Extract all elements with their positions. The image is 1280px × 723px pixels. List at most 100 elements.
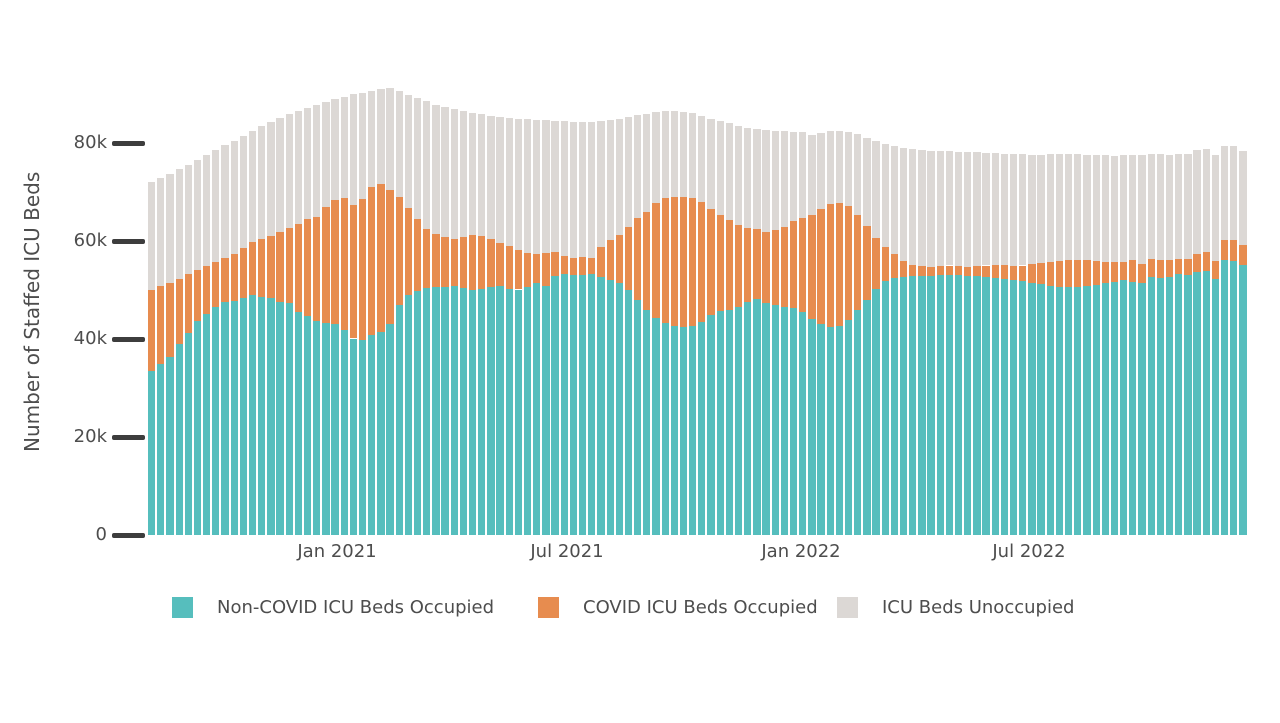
legend-label-unoccupied: ICU Beds Unoccupied bbox=[882, 597, 1075, 618]
bar-segment-unoccupied bbox=[441, 107, 449, 237]
bar-segment-non-covid bbox=[780, 306, 789, 535]
bar-segment-non-covid bbox=[542, 286, 550, 535]
legend-label-covid-occupied: COVID ICU Beds Occupied bbox=[583, 597, 818, 618]
bar-segment-covid bbox=[1028, 264, 1036, 283]
bar-segment-covid bbox=[1120, 261, 1128, 281]
bar-segment-covid bbox=[744, 228, 752, 302]
bar-segment-covid bbox=[313, 217, 321, 322]
bar-segment-non-covid bbox=[358, 339, 367, 535]
bar-segment-covid bbox=[1239, 244, 1247, 265]
bar-segment-unoccupied bbox=[808, 135, 816, 216]
bar-segment-covid bbox=[423, 228, 431, 288]
bar-segment-unoccupied bbox=[826, 131, 834, 205]
bar-segment-unoccupied bbox=[661, 111, 669, 199]
bar-segment-unoccupied bbox=[1202, 149, 1210, 253]
bar-segment-non-covid bbox=[496, 286, 504, 535]
bar-segment-unoccupied bbox=[496, 117, 504, 243]
bar-segment-non-covid bbox=[404, 294, 413, 535]
bar-segment-unoccupied bbox=[670, 110, 678, 197]
bar-segment-unoccupied bbox=[239, 136, 247, 248]
bar-segment-unoccupied bbox=[578, 121, 587, 258]
bar-segment-covid bbox=[294, 223, 303, 312]
unoccupied-swatch-icon bbox=[837, 597, 858, 618]
bar-segment-covid bbox=[514, 250, 523, 290]
bar-segment-non-covid bbox=[872, 288, 880, 535]
bar-segment-non-covid bbox=[432, 286, 440, 535]
bar-segment-unoccupied bbox=[166, 173, 174, 283]
bar-segment-unoccupied bbox=[799, 132, 807, 219]
bar-segment-covid bbox=[826, 204, 834, 328]
bar-segment-unoccupied bbox=[505, 118, 513, 247]
bar-segment-non-covid bbox=[744, 301, 752, 535]
bar-segment-covid bbox=[789, 221, 798, 309]
bar-segment-covid bbox=[1019, 265, 1027, 282]
bar-segment-unoccupied bbox=[771, 130, 779, 230]
bar-segment-unoccupied bbox=[982, 152, 990, 266]
bar-segment-unoccupied bbox=[560, 121, 568, 257]
bar-segment-non-covid bbox=[1220, 260, 1229, 535]
bar-segment-non-covid bbox=[991, 278, 999, 535]
bar-segment-unoccupied bbox=[175, 169, 183, 279]
bar-segment-non-covid bbox=[239, 298, 247, 535]
bar-segment-covid bbox=[221, 258, 229, 302]
bar-segment-non-covid bbox=[1156, 277, 1164, 535]
bar-segment-unoccupied bbox=[258, 126, 266, 239]
bar-segment-unoccupied bbox=[1193, 149, 1201, 254]
bar-segment-unoccupied bbox=[349, 94, 358, 206]
bar-segment-non-covid bbox=[899, 276, 908, 535]
bar-segment-covid bbox=[991, 264, 999, 279]
bar-segment-non-covid bbox=[753, 299, 761, 535]
bar-segment-unoccupied bbox=[276, 118, 284, 232]
bar-segment-unoccupied bbox=[1211, 154, 1220, 262]
bar-segment-covid bbox=[1046, 262, 1054, 286]
bar-segment-covid bbox=[303, 219, 312, 316]
bar-segment-unoccupied bbox=[753, 128, 761, 229]
bar-segment-covid bbox=[881, 247, 889, 282]
bar-segment-covid bbox=[1074, 259, 1082, 287]
bar-segment-covid bbox=[615, 235, 623, 284]
bar-segment-non-covid bbox=[395, 305, 403, 535]
bar-segment-unoccupied bbox=[734, 125, 743, 225]
bar-segment-covid bbox=[597, 246, 605, 278]
bar-segment-covid bbox=[927, 267, 935, 276]
bar-segment-covid bbox=[799, 218, 807, 313]
bar-segment-non-covid bbox=[203, 313, 211, 535]
bar-segment-non-covid bbox=[982, 277, 990, 535]
bar-segment-covid bbox=[1230, 240, 1238, 261]
bar-segment-non-covid bbox=[661, 323, 669, 535]
bar-segment-unoccupied bbox=[322, 101, 330, 207]
non-covid-occupied-swatch-icon bbox=[172, 597, 193, 618]
bar-segment-unoccupied bbox=[909, 149, 917, 265]
bar-segment-non-covid bbox=[533, 282, 541, 535]
bar-segment-covid bbox=[212, 262, 220, 308]
bar-segment-covid bbox=[1193, 253, 1201, 272]
bar-segment-non-covid bbox=[597, 277, 605, 535]
bar-segment-unoccupied bbox=[294, 110, 303, 224]
bar-segment-unoccupied bbox=[643, 113, 651, 212]
bar-segment-non-covid bbox=[514, 289, 523, 535]
bar-segment-unoccupied bbox=[1129, 154, 1137, 261]
bar-segment-unoccupied bbox=[936, 150, 944, 267]
bar-segment-non-covid bbox=[881, 281, 889, 535]
bar-segment-unoccupied bbox=[514, 118, 523, 251]
bar-segment-non-covid bbox=[1065, 287, 1073, 535]
bar-segment-non-covid bbox=[468, 290, 477, 535]
bar-segment-non-covid bbox=[450, 286, 458, 535]
bar-segment-non-covid bbox=[413, 290, 422, 535]
bar-segment-unoccupied bbox=[991, 153, 999, 265]
bar-segment-non-covid bbox=[707, 314, 715, 535]
bar-segment-non-covid bbox=[1019, 281, 1027, 535]
bar-segment-covid bbox=[1165, 260, 1174, 277]
bar-segment-covid bbox=[285, 228, 293, 304]
bar-segment-non-covid bbox=[789, 308, 798, 535]
bar-segment-unoccupied bbox=[1019, 154, 1027, 266]
bar-segment-non-covid bbox=[212, 307, 220, 535]
bar-segment-unoccupied bbox=[872, 141, 880, 238]
bar-segment-unoccupied bbox=[285, 114, 293, 229]
bar-segment-non-covid bbox=[313, 321, 321, 535]
bar-segment-covid bbox=[643, 211, 651, 311]
bar-segment-non-covid bbox=[267, 298, 275, 535]
bar-segment-unoccupied bbox=[1220, 145, 1229, 240]
bar-segment-non-covid bbox=[560, 273, 568, 535]
